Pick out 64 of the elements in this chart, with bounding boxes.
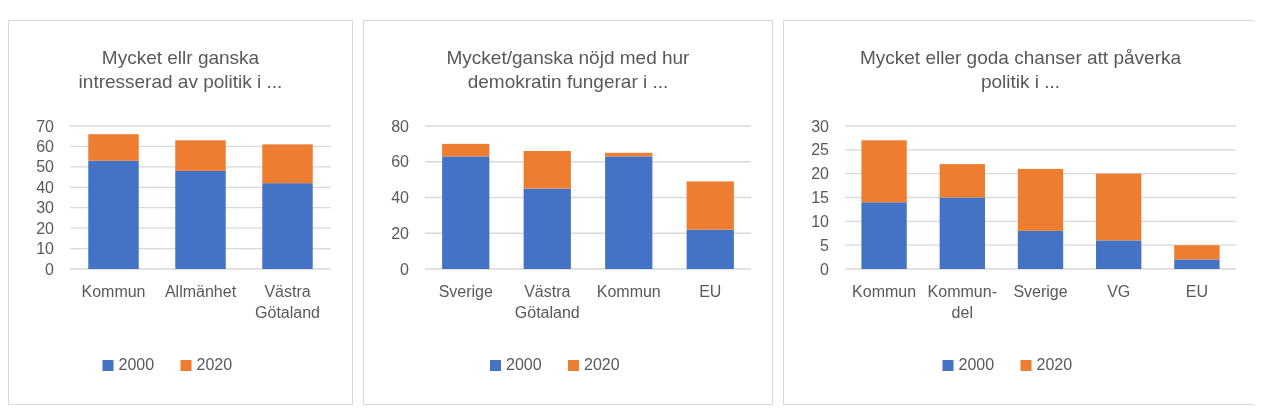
y-tick-label: 40 bbox=[36, 178, 55, 196]
x-tick-label: EU bbox=[1185, 283, 1209, 300]
y-tick-label: 0 bbox=[45, 260, 55, 278]
bar bbox=[686, 181, 734, 230]
legend-label: 2020 bbox=[196, 356, 233, 373]
y-tick-label: 30 bbox=[36, 199, 55, 217]
y-tick-label: 0 bbox=[400, 260, 410, 278]
bar bbox=[523, 151, 571, 189]
y-tick-label: 20 bbox=[391, 224, 410, 242]
y-tick-label: 20 bbox=[36, 219, 55, 237]
y-tick-label: 70 bbox=[36, 117, 55, 135]
y-tick-label: 0 bbox=[820, 260, 830, 278]
bar bbox=[523, 188, 571, 269]
y-tick-label: 10 bbox=[36, 240, 55, 258]
y-tick-label: 10 bbox=[811, 212, 830, 230]
x-tick-label: Kommun bbox=[596, 283, 661, 300]
bar bbox=[1017, 230, 1064, 269]
legend-label: 2000 bbox=[506, 356, 542, 373]
y-tick-label: 25 bbox=[811, 141, 830, 159]
bar bbox=[88, 134, 139, 161]
x-tick-label: Kommun bbox=[81, 283, 146, 300]
chart-title: Mycket eller goda chanser att påverka politik i ... bbox=[859, 47, 1182, 92]
legend-label: 2020 bbox=[584, 356, 620, 373]
x-tick-label: Kommun bbox=[852, 283, 917, 300]
bar bbox=[442, 156, 490, 269]
y-tick-label: 40 bbox=[391, 189, 410, 207]
legend-label: 2000 bbox=[958, 356, 995, 373]
y-tick-label: 30 bbox=[811, 117, 830, 135]
bar bbox=[939, 164, 985, 198]
y-tick-label: 80 bbox=[391, 117, 410, 135]
bar bbox=[88, 160, 139, 269]
bar bbox=[175, 140, 226, 171]
bar bbox=[442, 143, 490, 157]
bar bbox=[1096, 173, 1142, 241]
bar bbox=[1096, 240, 1142, 269]
x-tick-label: Sverige bbox=[1013, 283, 1068, 300]
bar bbox=[175, 170, 226, 269]
bar bbox=[1017, 168, 1064, 231]
x-tick-label: Västra Götaland bbox=[255, 283, 320, 321]
y-tick-label: 15 bbox=[811, 189, 830, 207]
bar bbox=[262, 144, 313, 184]
y-tick-label: 5 bbox=[820, 236, 830, 254]
bar bbox=[861, 140, 907, 203]
y-tick-label: 60 bbox=[391, 153, 410, 171]
bar bbox=[861, 202, 907, 269]
bar bbox=[262, 183, 313, 269]
legend-label: 2020 bbox=[1036, 356, 1073, 373]
bar bbox=[939, 197, 985, 269]
x-tick-label: VG bbox=[1107, 283, 1131, 300]
x-tick-label: EU bbox=[699, 283, 722, 300]
bar bbox=[686, 229, 734, 269]
x-tick-label: Västra Götaland bbox=[514, 283, 580, 321]
chart-title: Mycket ellr ganska intresserad av politik i ... bbox=[78, 47, 283, 92]
x-tick-label: Kommun-del bbox=[927, 283, 997, 321]
y-tick-label: 20 bbox=[811, 165, 830, 183]
bar bbox=[1174, 259, 1220, 269]
x-tick-label: Sverige bbox=[438, 283, 493, 300]
bar bbox=[1174, 245, 1220, 260]
chart-title: Mycket/ganska nöjd med hur demokratin fungerar i ... bbox=[446, 47, 691, 92]
legend-label: 2000 bbox=[118, 356, 155, 373]
bar bbox=[605, 156, 653, 269]
y-tick-label: 60 bbox=[36, 138, 55, 156]
x-tick-label: Allmänhet bbox=[164, 283, 237, 300]
y-tick-label: 50 bbox=[36, 158, 55, 176]
